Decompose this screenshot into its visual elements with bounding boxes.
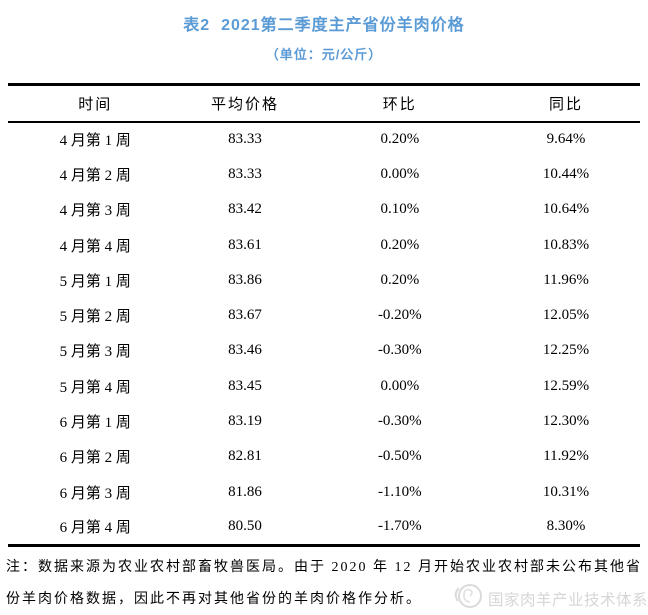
cell-yoy: 10.31% [542,483,590,500]
table-row: 4 月第 4 周 83.61 0.20% 10.83% [8,227,640,262]
cell-mom: -0.20% [377,307,422,324]
cell-avg-price: 83.19 [228,413,262,430]
cell-yoy: 10.44% [542,165,590,182]
column-header-mom: 环比 [382,96,417,113]
footnote: 注：数据来源为农业农村部畜牧兽医局。由于 2020 年 12 月开始农业农村部未… [6,552,644,615]
cell-time: 5 月第 4 周 [59,379,131,396]
table-row: 5 月第 3 周 83.46 -0.30% 12.25% [8,333,640,368]
price-table-body: 4 月第 1 周 83.33 0.20% 9.64% 4 月第 2 周 83.3… [8,122,640,546]
cell-mom: 0.20% [380,271,420,288]
cell-avg-price: 82.81 [228,448,262,465]
cell-avg-price: 81.86 [228,483,262,500]
table-row: 6 月第 2 周 82.81 -0.50% 11.92% [8,439,640,474]
watermark: 国家肉羊产业技术体系 [450,581,648,615]
column-header-avg-price: 平均价格 [210,96,279,113]
cell-time: 5 月第 1 周 [59,273,131,290]
cell-mom: 0.00% [380,377,420,394]
cell-mom: 0.00% [380,165,420,182]
cell-mom: -1.10% [377,483,422,500]
cell-avg-price: 83.33 [228,131,262,148]
cell-avg-price: 83.45 [228,377,262,394]
cell-mom: 0.20% [380,236,420,253]
table-header-row: 时间 平均价格 环比 同比 [8,85,640,122]
cell-yoy: 12.05% [542,307,590,324]
cell-mom: 0.10% [380,201,420,218]
cell-mom: 0.20% [380,131,420,148]
footnote-line-2: 份羊肉价格数据，因此不再对其他省份的羊肉价格作分析。 [6,592,422,607]
cell-yoy: 10.64% [542,201,590,218]
cell-mom: -1.70% [377,518,422,535]
cell-avg-price: 83.67 [228,307,262,324]
cell-time: 4 月第 2 周 [59,167,131,184]
cell-avg-price: 83.33 [228,165,262,182]
cell-time: 4 月第 4 周 [59,238,131,255]
table-row: 6 月第 3 周 81.86 -1.10% 10.31% [8,474,640,509]
cell-time: 6 月第 4 周 [59,520,131,537]
table-row: 4 月第 3 周 83.42 0.10% 10.64% [8,192,640,227]
cell-mom: -0.30% [377,413,422,430]
cell-time: 6 月第 2 周 [59,450,131,467]
mutton-price-table: 时间 平均价格 环比 同比 4 月第 1 周 83.33 0.20% 9.64%… [8,83,640,547]
table-row: 6 月第 1 周 83.19 -0.30% 12.30% [8,404,640,439]
cell-yoy: 8.30% [546,518,586,535]
cell-avg-price: 83.46 [228,342,262,359]
cell-avg-price: 83.61 [228,236,262,253]
sheep-logo-icon [450,581,484,615]
column-header-time: 时间 [78,96,113,113]
cell-time: 4 月第 1 周 [59,133,131,150]
cell-yoy: 9.64% [546,131,586,148]
table-row: 5 月第 1 周 83.86 0.20% 11.96% [8,263,640,298]
cell-avg-price: 83.42 [228,201,262,218]
watermark-text: 国家肉羊产业技术体系 [487,591,648,609]
cell-yoy: 12.25% [542,342,590,359]
cell-mom: -0.50% [377,448,422,465]
cell-yoy: 11.96% [543,271,589,288]
cell-time: 6 月第 3 周 [59,485,131,502]
cell-time: 5 月第 3 周 [59,344,131,361]
cell-avg-price: 80.50 [228,518,262,535]
table-row: 4 月第 1 周 83.33 0.20% 9.64% [8,122,640,157]
table-row: 5 月第 2 周 83.67 -0.20% 12.05% [8,298,640,333]
cell-time: 4 月第 3 周 [59,203,131,220]
cell-avg-price: 83.86 [228,271,262,288]
cell-time: 6 月第 1 周 [59,415,131,432]
table-row: 5 月第 4 周 83.45 0.00% 12.59% [8,369,640,404]
cell-yoy: 10.83% [542,236,590,253]
footnote-line-1: 注：数据来源为农业农村部畜牧兽医局。由于 2020 年 12 月开始农业农村部未… [6,560,642,575]
column-header-yoy: 同比 [549,96,584,113]
cell-mom: -0.30% [377,342,422,359]
table-row: 4 月第 2 周 83.33 0.00% 10.44% [8,157,640,192]
table-row: 6 月第 4 周 80.50 -1.70% 8.30% [8,510,640,545]
cell-yoy: 12.59% [542,377,590,394]
unit-subtitle: （单位：元/公斤） [265,47,383,62]
cell-yoy: 11.92% [543,448,589,465]
cell-time: 5 月第 2 周 [59,309,131,326]
table-title: 表2 2021第二季度主产省份羊肉价格 [183,17,465,34]
cell-yoy: 12.30% [542,413,590,430]
